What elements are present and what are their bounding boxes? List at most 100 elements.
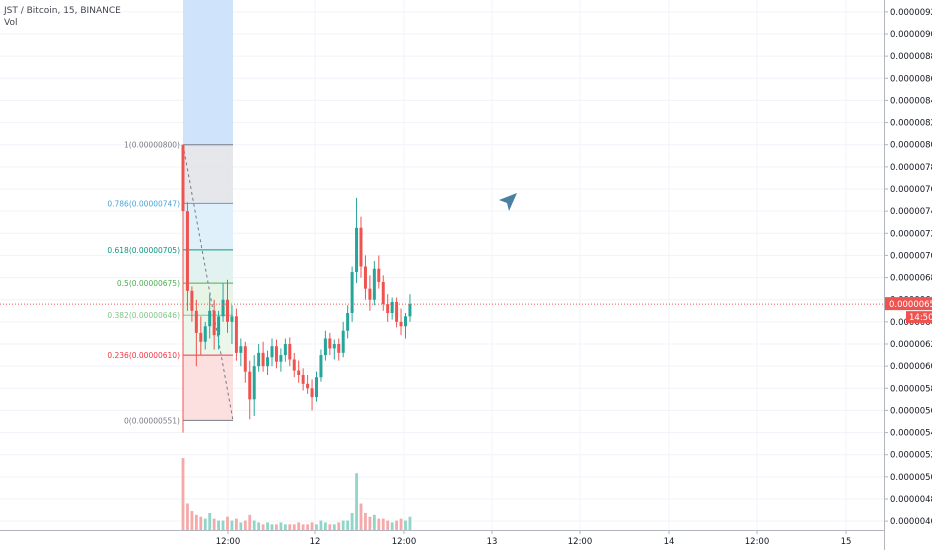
fib-trend-line xyxy=(182,144,234,421)
volume-bar xyxy=(217,520,220,530)
price-tick-label: 0.00000560 xyxy=(890,406,932,416)
volume-bars xyxy=(181,458,412,530)
time-tick-label: 12:00 xyxy=(745,537,770,547)
arrow-cursor-icon xyxy=(499,193,517,211)
fib-level-label[interactable]: 0(0.00000551) xyxy=(124,416,180,425)
candle-body xyxy=(274,346,278,362)
price-tick-label: 0.00000540 xyxy=(890,429,932,439)
candle-body xyxy=(194,310,198,333)
volume-bar xyxy=(377,518,381,530)
candle-body xyxy=(408,304,412,317)
fib-level-label[interactable]: 0.236(0.00000610) xyxy=(107,351,180,360)
symbol-title[interactable]: JST / Bitcoin, 15, BINANCE xyxy=(4,6,121,16)
current-price-badge-bg xyxy=(885,297,932,311)
candle-body xyxy=(297,370,301,375)
candle-body xyxy=(377,268,381,282)
price-tick-label: 0.00000800 xyxy=(890,141,932,151)
volume-bar xyxy=(390,522,394,530)
volume-bar xyxy=(386,520,390,530)
candle-body xyxy=(359,227,363,267)
volume-bar xyxy=(372,514,376,530)
candle-body xyxy=(230,316,234,322)
candle-body xyxy=(266,357,270,367)
fib-level-label[interactable]: 1(0.00000800) xyxy=(124,141,180,150)
candle-body xyxy=(319,355,323,378)
fib-zone xyxy=(183,249,233,284)
candle-body xyxy=(346,313,350,331)
candle-body xyxy=(185,211,189,291)
candle-body xyxy=(283,344,287,356)
volume-bar xyxy=(279,522,283,530)
fib-zone xyxy=(183,144,233,204)
volume-bar xyxy=(301,524,305,530)
candle-body xyxy=(315,377,318,398)
price-axis[interactable]: 0.00000920 0.00000900 0.00000880 0.00000860… xyxy=(884,0,932,550)
volume-bar xyxy=(203,518,207,530)
price-tick-label: 0.00000860 xyxy=(890,74,932,84)
volume-bar xyxy=(257,522,261,530)
candle-body xyxy=(190,290,194,311)
fib-level-label[interactable]: 0.382(0.00000646) xyxy=(107,311,180,320)
fib-level-label[interactable]: 0.618(0.00000705) xyxy=(107,246,180,255)
candle-body xyxy=(368,288,372,300)
current-price-badge[interactable]: 0.00000656 14:50 xyxy=(885,297,932,324)
price-tick-label: 0.00000520 xyxy=(890,451,932,461)
chart-legend: JST / Bitcoin, 15, BINANCE Vol xyxy=(4,5,121,29)
volume-bar xyxy=(266,522,269,530)
candle-body xyxy=(221,299,225,317)
candle-body xyxy=(350,272,354,313)
volume-bar xyxy=(221,520,225,530)
time-tick-label: 12:00 xyxy=(216,537,241,547)
candle-body xyxy=(332,344,336,349)
candle-body xyxy=(212,310,216,336)
price-tick-label: 0.00000480 xyxy=(890,495,932,505)
volume-bar xyxy=(239,522,243,530)
price-tick-label: 0.00000820 xyxy=(890,119,932,129)
volume-bar xyxy=(404,520,407,530)
price-tick-label: 0.00000760 xyxy=(890,185,932,195)
candle-body xyxy=(208,310,212,327)
volume-bar xyxy=(252,520,256,530)
volume-bar xyxy=(190,511,194,530)
candle-body xyxy=(257,352,261,367)
candlesticks xyxy=(181,144,412,433)
volume-bar xyxy=(324,522,327,530)
current-price-value: 0.00000656 xyxy=(889,300,932,310)
fib-zone xyxy=(183,315,233,356)
volume-bar xyxy=(346,520,350,530)
candle-body xyxy=(270,346,274,358)
volume-bar xyxy=(181,458,185,530)
volume-bar xyxy=(275,524,278,530)
candle-body xyxy=(199,332,203,342)
volume-bar xyxy=(186,503,189,530)
countdown-badge-bg xyxy=(906,311,932,324)
price-tick-label: 0.00000780 xyxy=(890,163,932,173)
fib-level-label[interactable]: 0.786(0.00000747) xyxy=(107,199,180,208)
candle-body xyxy=(386,304,390,313)
price-tick-label: 0.00000720 xyxy=(890,229,932,239)
price-tick-label: 0.00000880 xyxy=(890,52,932,62)
time-tick-label: 14 xyxy=(664,537,675,547)
volume-bar xyxy=(208,512,212,530)
volume-bar xyxy=(381,518,385,530)
countdown-value: 14:50 xyxy=(909,313,932,323)
candle-body xyxy=(372,268,376,300)
volume-bar xyxy=(194,514,198,530)
volume-bar xyxy=(341,520,345,530)
candle-body xyxy=(355,227,359,273)
price-tick-label: 0.00000840 xyxy=(890,96,932,106)
volume-bar xyxy=(283,524,287,530)
candle-body xyxy=(399,321,403,327)
fib-level-label[interactable]: 0.5(0.00000675) xyxy=(117,279,180,288)
price-tick-label: 0.00000700 xyxy=(890,251,932,261)
candle-body xyxy=(310,388,314,398)
overlay xyxy=(0,193,884,305)
fib-zone xyxy=(183,203,233,250)
volume-label[interactable]: Vol xyxy=(4,18,18,28)
time-axis[interactable]: 12:00 12 12:00 13 12:00 14 12:00 15 xyxy=(0,530,884,547)
time-tick-label: 12:00 xyxy=(568,537,593,547)
candle-body xyxy=(363,266,367,289)
